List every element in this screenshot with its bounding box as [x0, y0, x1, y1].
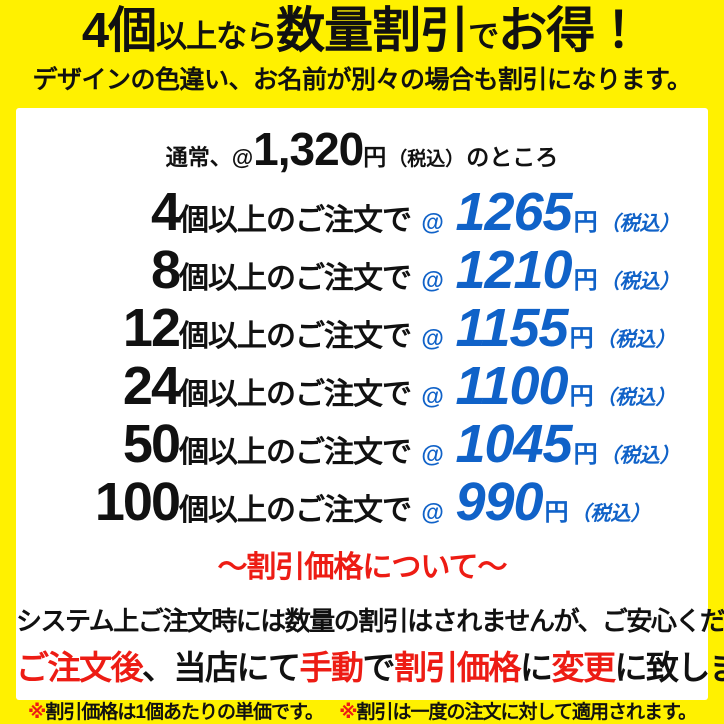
discount-price-group: @ 1265 円 （税込） — [421, 181, 685, 243]
discount-row: 50 個以上のご注文で @ 1045 円 （税込） — [16, 413, 708, 474]
discount-row: 8 個以上のご注文で @ 1210 円 （税込） — [16, 239, 708, 300]
discount-quantity: 12 — [122, 298, 181, 358]
discount-row: 100 個以上のご注文で @ 990 円 （税込） — [16, 471, 708, 532]
banner-subtitle: デザインの色違い、お名前が別々の場合も割引になります。 — [32, 66, 692, 95]
discount-quantity: 4 — [150, 182, 181, 242]
price-panel: 通常、@ 1,320 円 （税込） のところ 4 個以上のご注文で @ 1265… — [16, 108, 724, 723]
footnotes: ※割引価格は1個あたりの単価です。 ※割引は一度の注文に対して適用されます。 — [16, 697, 708, 724]
emphasis-discount-price: 割引価格 — [394, 649, 522, 686]
discount-quantity: 24 — [122, 356, 181, 416]
price-unit: 円 — [569, 383, 594, 410]
normal-price-unit: 円 — [363, 144, 387, 170]
discount-price: 1100 — [455, 356, 568, 416]
discount-quantity-group: 24 個以上のご注文で — [39, 355, 412, 417]
discount-price-group: @ 1100 円 （税込） — [421, 355, 685, 417]
title-condition: 以上なら — [156, 19, 277, 54]
discount-quantity-group: 100 個以上のご注文で — [39, 471, 412, 533]
normal-price-amount: 1,320 — [253, 123, 364, 175]
tax-note: （税込） — [570, 503, 651, 525]
tax-note: （税込） — [599, 445, 680, 467]
discount-quantity-group: 4 個以上のご注文で — [39, 181, 412, 243]
footnote-unit-price-text: 割引価格は1個あたりの単価です。 — [45, 702, 324, 723]
normal-price-tax: （税込） — [388, 149, 465, 170]
discount-quantity-label: 個以上のご注文で — [179, 320, 412, 353]
discount-price-group: @ 990 円 （税込） — [421, 471, 685, 533]
title-discount-word: 数量割引 — [276, 4, 469, 58]
discount-quantity-label: 個以上のご注文で — [179, 204, 412, 237]
discount-price: 1155 — [455, 298, 568, 358]
tax-note: （税込） — [599, 213, 680, 235]
emphasis-after-order: ご注文後 — [16, 649, 144, 686]
price-unit: 円 — [573, 209, 598, 236]
at-symbol: @ — [421, 441, 444, 467]
title-quantity: 4個 — [81, 4, 157, 58]
tax-note: （税込） — [599, 271, 680, 293]
discount-price: 990 — [455, 472, 543, 532]
at-symbol: @ — [421, 499, 444, 525]
title-particle: で — [468, 19, 499, 54]
discount-quantity-label: 個以上のご注文で — [179, 494, 412, 527]
discount-row: 24 個以上のご注文で @ 1100 円 （税込） — [16, 355, 708, 416]
normal-price-suffix: のところ — [466, 144, 559, 170]
at-symbol: @ — [421, 325, 444, 351]
banner-title: 4個 以上なら 数量割引 で お得！ — [0, 4, 724, 58]
at-symbol: @ — [421, 383, 444, 409]
asterisk-mark: ※ — [339, 702, 358, 723]
discount-quantity: 8 — [150, 240, 181, 300]
discount-quantity-group: 8 個以上のご注文で — [39, 239, 412, 301]
discount-table: 4 個以上のご注文で @ 1265 円 （税込） 8 個以上のご注文で @ 12… — [16, 181, 708, 532]
normal-price-prefix: 通常、@ — [165, 145, 254, 170]
discount-row: 4 個以上のご注文で @ 1265 円 （税込） — [16, 181, 708, 242]
about-line-manual-change: ご注文後、当店にて手動で割引価格に変更に致します — [16, 641, 724, 689]
price-unit: 円 — [544, 499, 569, 526]
tax-note: （税込） — [595, 329, 676, 351]
discount-row: 12 個以上のご注文で @ 1155 円 （税込） — [16, 297, 708, 358]
plain-particle: で — [362, 649, 396, 686]
normal-price-line: 通常、@ 1,320 円 （税込） のところ — [16, 122, 708, 176]
title-deal-word: お得！ — [498, 4, 643, 58]
price-unit: 円 — [573, 267, 598, 294]
discount-quantity-label: 個以上のご注文で — [179, 378, 412, 411]
discount-price: 1045 — [455, 414, 572, 474]
price-unit: 円 — [573, 441, 598, 468]
asterisk-mark: ※ — [27, 702, 47, 723]
plain-at-our-shop: 、当店にて — [142, 649, 301, 686]
price-unit: 円 — [569, 325, 594, 352]
tax-note: （税込） — [595, 387, 676, 409]
discount-quantity: 100 — [94, 472, 181, 532]
plain-will-do: に致します — [614, 649, 724, 686]
emphasis-change: 変更 — [551, 649, 617, 686]
at-symbol: @ — [421, 209, 444, 235]
plain-particle-2: に — [520, 649, 553, 686]
banner-header: 4個 以上なら 数量割引 で お得！ デザインの色違い、お名前が別々の場合も割引… — [0, 0, 724, 96]
at-symbol: @ — [421, 267, 444, 293]
discount-price: 1265 — [455, 182, 572, 242]
about-discount-heading: 〜割引価格について〜 — [217, 551, 507, 584]
footnote-per-order-text: 割引は一度の注文に対して適用されます。 — [356, 702, 698, 723]
discount-price-group: @ 1155 円 （税込） — [421, 297, 685, 359]
discount-price-group: @ 1045 円 （税込） — [421, 413, 685, 475]
discount-price: 1210 — [455, 240, 572, 300]
discount-price-group: @ 1210 円 （税込） — [421, 239, 685, 301]
discount-quantity-group: 50 個以上のご注文で — [39, 413, 412, 475]
emphasis-manual: 手動 — [299, 649, 365, 686]
discount-quantity-label: 個以上のご注文で — [179, 436, 412, 469]
discount-quantity-group: 12 個以上のご注文で — [39, 297, 412, 359]
footnote-unit-price: ※割引価格は1個あたりの単価です。 — [27, 702, 324, 723]
footnote-per-order: ※割引は一度の注文に対して適用されます。 — [339, 702, 698, 723]
about-line-system: システム上ご注文時には数量の割引はされませんが、ご安心ください — [16, 606, 724, 636]
discount-quantity-label: 個以上のご注文で — [179, 262, 412, 295]
discount-quantity: 50 — [122, 414, 181, 474]
